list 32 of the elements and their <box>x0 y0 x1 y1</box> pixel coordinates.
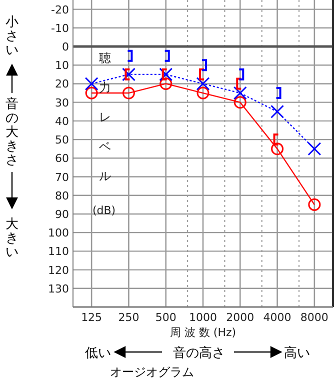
text: 音の高さ <box>173 345 225 361</box>
y-tick-label: -20 <box>51 3 69 16</box>
y-tick-label: 80 <box>55 189 69 202</box>
x-axis-title: 周 波 数 (Hz) <box>170 326 236 339</box>
y-tick-label: 60 <box>55 152 69 166</box>
y-tick-label: 10 <box>55 59 69 72</box>
y-tick-label: 20 <box>55 78 69 91</box>
y-tick-label: 30 <box>55 96 69 110</box>
x-tick-label: 500 <box>155 311 176 324</box>
y-tick-label: 0 <box>62 40 69 54</box>
y-tick-label: 100 <box>48 226 69 240</box>
x-tick-label: 4000 <box>263 311 292 324</box>
y-tick-label: 50 <box>55 134 69 147</box>
x-tick-label: 8000 <box>300 311 328 324</box>
text: 小さい <box>6 15 18 58</box>
x-tick-label: 2000 <box>226 311 254 324</box>
y-tick-label: 70 <box>55 170 69 184</box>
y-tick-label: -10 <box>51 22 69 35</box>
ylabel: 聴力レベル(dB) <box>92 51 116 217</box>
x-tick-label: 250 <box>118 311 140 324</box>
text: 高い <box>284 345 310 361</box>
text: オージオグラム <box>110 365 194 379</box>
y-tick-label: 40 <box>55 114 69 128</box>
text: 音の大きさ <box>6 97 18 168</box>
y-tick-label: 130 <box>48 282 69 296</box>
text: 大きい <box>6 217 18 260</box>
y-tick-label: 120 <box>48 264 69 277</box>
y-tick-label: 90 <box>55 208 69 221</box>
x-tick-label: 125 <box>81 311 102 324</box>
y-tick-label: 110 <box>48 245 69 258</box>
text: 低い <box>85 346 111 361</box>
x-tick-label: 1000 <box>188 311 217 324</box>
